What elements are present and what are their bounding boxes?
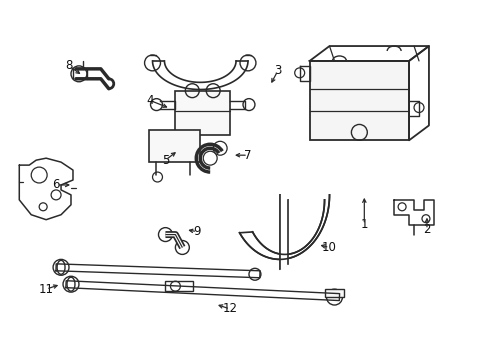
Bar (310, 61, 409, 140)
Text: 8: 8 (65, 59, 73, 72)
Text: 12: 12 (222, 302, 238, 315)
Text: 3: 3 (274, 64, 281, 77)
Text: 4: 4 (147, 94, 154, 107)
Text: 1: 1 (361, 218, 368, 231)
Circle shape (158, 228, 172, 242)
Text: 5: 5 (162, 154, 169, 167)
Bar (175, 91, 230, 135)
Text: 6: 6 (52, 179, 60, 192)
Text: 2: 2 (423, 223, 431, 236)
Text: 9: 9 (194, 225, 201, 238)
Text: 11: 11 (39, 283, 53, 296)
Text: 7: 7 (244, 149, 252, 162)
Circle shape (175, 240, 189, 255)
Bar (324, 289, 344, 297)
Text: 10: 10 (322, 241, 337, 254)
Bar (166, 281, 193, 291)
Bar (148, 130, 200, 162)
